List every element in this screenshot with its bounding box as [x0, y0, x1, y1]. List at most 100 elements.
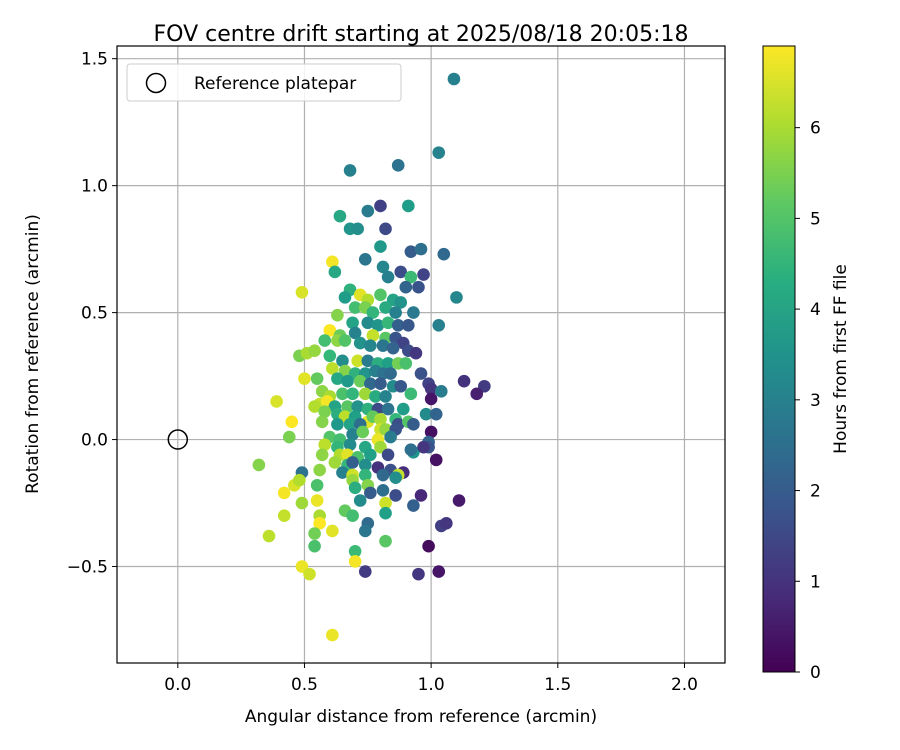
data-point: [394, 265, 408, 279]
data-point: [310, 478, 324, 492]
data-point: [407, 418, 420, 431]
data-point: [374, 440, 387, 454]
data-point: [348, 326, 362, 340]
colorbar: 0 1 2 3 4 5 6 Hours from first FF file: [762, 45, 851, 683]
data-point: [346, 509, 359, 523]
data-point: [417, 268, 430, 281]
data-point: [381, 402, 395, 416]
y-tick-label: −0.5: [67, 558, 108, 578]
data-point: [358, 524, 372, 538]
data-point: [351, 222, 364, 236]
data-point: [457, 374, 471, 388]
data-point: [429, 407, 443, 421]
data-point: [434, 385, 448, 398]
data-point: [399, 280, 413, 294]
data-point: [414, 242, 428, 256]
x-tick-label: 0.0: [164, 675, 191, 695]
plot-frame: [116, 45, 726, 664]
data-point: [348, 555, 362, 568]
data-point: [315, 415, 329, 429]
colorbar-tick-label: 2: [810, 482, 821, 502]
data-point: [396, 402, 410, 416]
data-point: [295, 560, 309, 573]
data-point: [252, 458, 266, 472]
legend-label: Reference platepar: [194, 74, 356, 94]
data-point: [424, 392, 438, 406]
data-point: [346, 428, 359, 441]
data-point: [277, 486, 291, 500]
data-point: [361, 354, 375, 368]
data-point: [326, 362, 339, 375]
data-point: [308, 527, 321, 540]
data-point: [376, 484, 390, 497]
data-point: [379, 496, 392, 510]
data-point: [351, 400, 364, 413]
data-point: [404, 270, 418, 284]
data-point: [374, 377, 387, 390]
data-point: [424, 425, 438, 439]
data-point: [323, 349, 337, 363]
data-point: [432, 146, 446, 159]
data-point: [341, 374, 354, 388]
data-point: [422, 539, 435, 553]
data-point: [374, 199, 387, 213]
data-point: [295, 285, 309, 299]
data-point: [308, 539, 321, 553]
colorbar-tick-label: 0: [810, 663, 821, 683]
data-point: [432, 565, 446, 578]
data-point: [315, 448, 329, 462]
data-point: [414, 489, 428, 502]
data-point: [381, 316, 395, 330]
data-point: [389, 306, 402, 319]
data-point: [318, 334, 332, 347]
colorbar-tick-label: 3: [810, 391, 821, 411]
data-point: [371, 319, 385, 332]
data-point: [346, 316, 359, 330]
data-point: [402, 199, 415, 213]
data-point: [361, 204, 375, 218]
data-point: [308, 344, 321, 357]
data-point: [282, 430, 296, 444]
data-point: [478, 379, 491, 393]
data-point: [336, 466, 349, 479]
data-point: [331, 418, 344, 431]
data-point: [336, 354, 349, 368]
data-point: [343, 418, 357, 431]
data-point: [343, 164, 357, 177]
data-point: [353, 336, 367, 350]
data-point: [407, 306, 420, 319]
data-point: [374, 412, 387, 426]
data-point: [391, 159, 405, 172]
data-point: [328, 265, 342, 279]
data-point: [295, 496, 309, 510]
data-point: [394, 379, 408, 393]
data-point: [341, 400, 354, 413]
data-point: [404, 387, 418, 401]
data-point: [326, 628, 339, 642]
x-tick-label: 1.0: [418, 675, 445, 695]
data-point: [379, 301, 392, 314]
data-point: [364, 339, 377, 352]
data-point: [270, 395, 283, 408]
data-point: [346, 387, 359, 401]
data-point: [384, 430, 397, 444]
data-point: [318, 438, 332, 451]
data-point: [336, 387, 349, 401]
y-tick-label: 1.0: [81, 177, 108, 197]
data-point: [412, 280, 425, 294]
data-point: [409, 346, 423, 360]
data-point: [353, 374, 367, 388]
data-point: [348, 301, 362, 314]
data-point: [331, 372, 344, 385]
data-point: [381, 270, 395, 284]
x-axis-ticks: 0.0 0.5 1.0 1.5 2.0: [164, 663, 698, 695]
x-tick-label: 1.5: [544, 675, 571, 695]
data-point: [404, 443, 418, 457]
data-point: [308, 400, 321, 413]
chart-title: FOV centre drift starting at 2025/08/18 …: [154, 22, 689, 47]
legend-box: [126, 63, 402, 102]
x-tick-label: 2.0: [671, 675, 698, 695]
data-point: [417, 440, 430, 454]
data-point: [366, 329, 380, 342]
data-point: [310, 372, 324, 385]
